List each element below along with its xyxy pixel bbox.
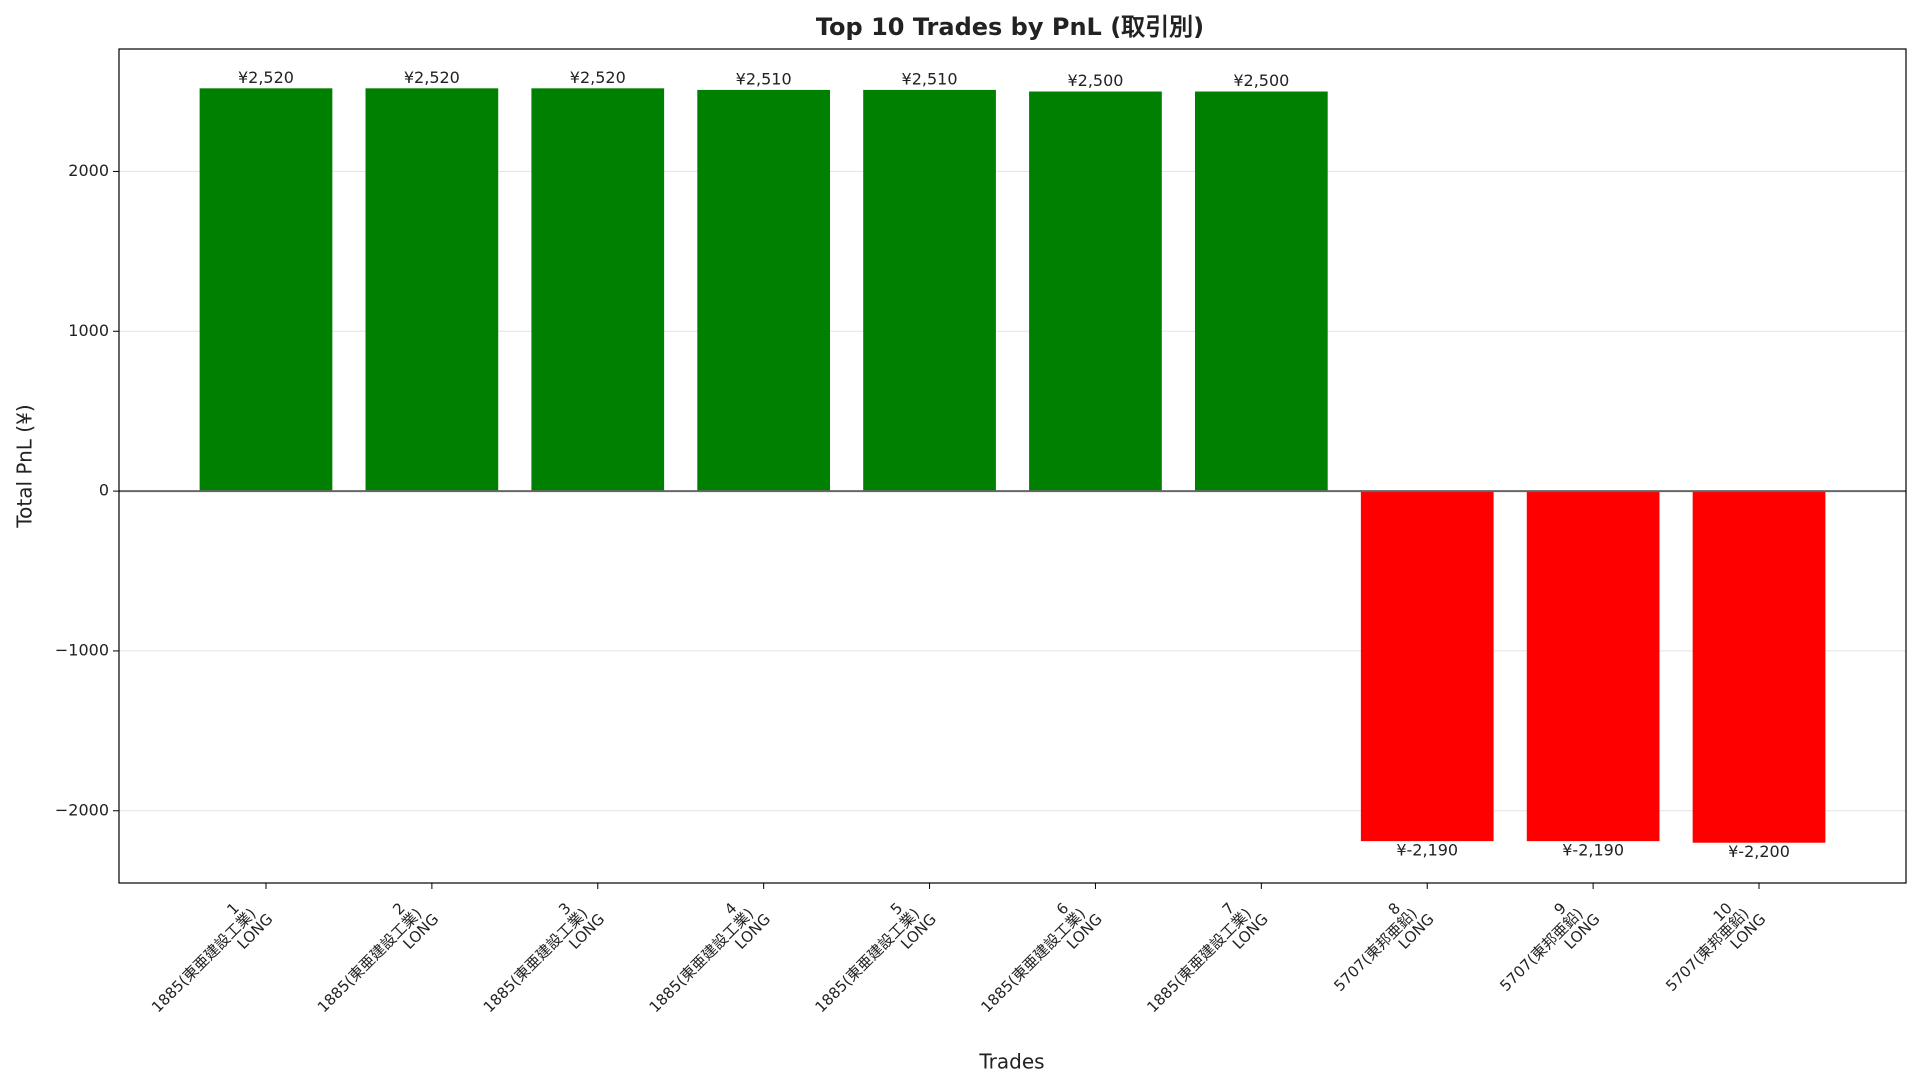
x-tick-label: 71885(東亜建設工業)LONG [1132,888,1272,1028]
bar [1194,91,1328,492]
value-label: ¥-2,190 [1562,841,1624,860]
x-tick-label: 31885(東亜建設工業)LONG [469,888,609,1028]
x-tick-label: 21885(東亜建設工業)LONG [303,888,443,1028]
value-label: ¥-2,200 [1728,842,1790,861]
x-tick-label: 41885(東亜建設工業)LONG [635,888,775,1028]
y-tick-label: 2000 [68,161,109,180]
bar [1360,491,1494,842]
bar [1692,491,1826,843]
bar [1029,91,1162,492]
x-tick-label-line: 1885(東亜建設工業) [480,905,592,1017]
value-label: ¥2,510 [736,69,792,88]
y-tick-label: 1000 [68,321,109,340]
bar [199,88,333,492]
x-tick-label: 85707(東邦亜鉛)LONG [1319,888,1437,1006]
value-label: ¥2,500 [1233,71,1289,90]
x-tick-label: 61885(東亜建設工業)LONG [966,888,1106,1028]
x-tick-label: 51885(東亜建設工業)LONG [800,888,940,1028]
x-tick-label-line: 1885(東亜建設工業) [1143,905,1255,1017]
bar [365,88,499,492]
x-axis-label: Trades [978,1050,1044,1074]
bar [1526,491,1660,842]
value-label: ¥2,520 [404,68,460,87]
x-tick-label: 11885(東亜建設工業)LONG [137,888,277,1028]
x-tick-label-line: 1885(東亜建設工業) [812,905,924,1017]
bar [531,88,665,492]
value-label: ¥-2,190 [1396,841,1458,860]
y-tick-label: 0 [99,481,109,500]
plot-frame [118,48,1907,884]
x-tick-label: 105707(東邦亜鉛)LONG [1651,888,1769,1006]
y-tick-label: −2000 [55,800,109,819]
x-tick-label-line: 1885(東亜建設工業) [314,905,426,1017]
value-label: ¥2,520 [238,68,294,87]
value-label: ¥2,510 [902,69,958,88]
bar [697,89,831,492]
x-tick-label-line: 1885(東亜建設工業) [646,905,758,1017]
bar [863,89,996,492]
value-label: ¥2,520 [570,68,626,87]
x-tick-label-line: 1885(東亜建設工業) [977,905,1089,1017]
chart-title: Top 10 Trades by PnL (取引別) [816,13,1204,41]
y-axis-label: Total PnL (¥) [13,404,37,528]
y-tick-label: −1000 [55,640,109,659]
x-tick-label: 95707(東邦亜鉛)LONG [1485,888,1603,1006]
value-label: ¥2,500 [1067,71,1123,90]
x-tick-label-line: 1885(東亜建設工業) [148,905,260,1017]
